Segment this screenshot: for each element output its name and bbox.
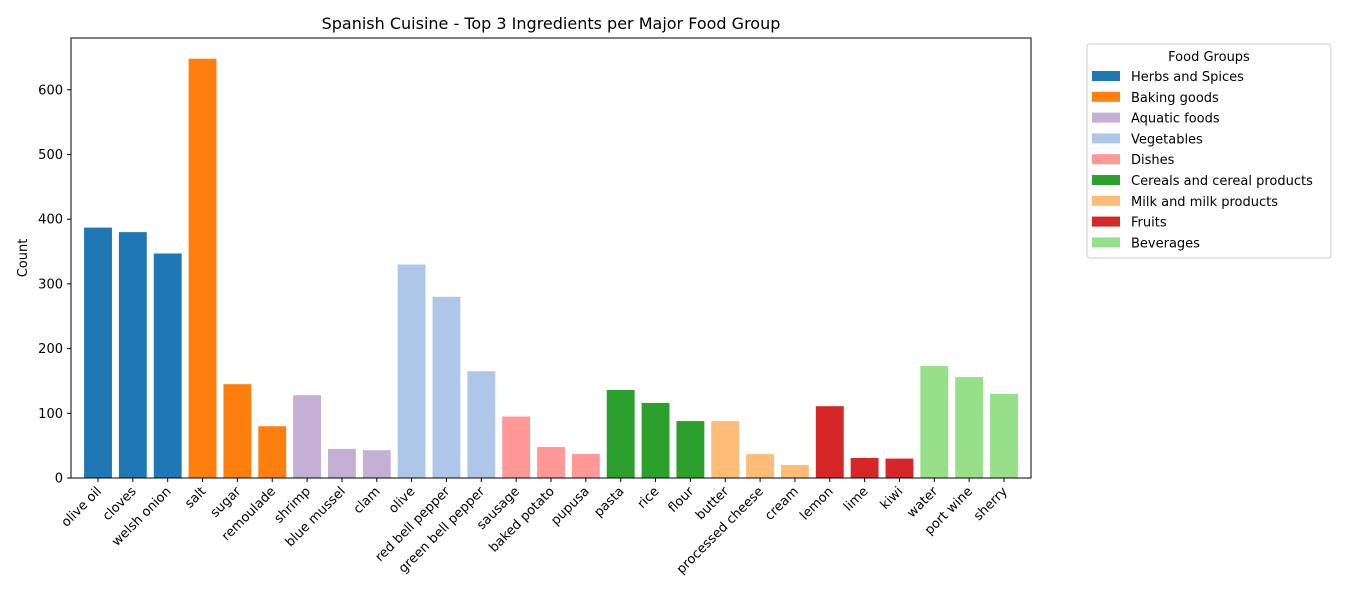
bar [258,426,287,478]
bar [606,390,635,478]
y-tick-label: 300 [38,277,63,292]
bar [153,253,182,478]
y-tick-label: 500 [38,148,63,163]
legend-entry-label: Milk and milk products [1131,195,1278,210]
bar [188,58,217,479]
bar [780,465,809,478]
y-tick-label: 100 [38,407,63,422]
legend-swatch [1092,216,1120,227]
bar [571,454,600,478]
bar [641,402,670,478]
x-tick-label: olive [386,484,418,516]
x-tick-label: lime [841,484,871,514]
legend-swatch [1092,133,1120,144]
legend-entry-label: Aquatic foods [1131,112,1220,127]
legend: Food Groups Herbs and Spices Baking goods… [1086,43,1332,259]
x-tick-label: pupusa [548,484,592,528]
bar [84,227,112,478]
legend-swatch [1092,175,1120,185]
x-tick-label: kiwi [878,484,907,513]
bar [676,421,705,478]
y-axis-label: Count [16,239,31,278]
x-tick-label: sherry [971,484,1011,524]
x-tick-label: flour [666,484,698,516]
legend-entry-label: Herbs and Spices [1131,70,1244,85]
y-tick-label: 600 [38,83,63,98]
bar [920,366,949,478]
chart-title: Spanish Cuisine - Top 3 Ingredients per … [322,14,781,33]
x-tick-label: pasta [591,484,627,520]
x-tick-label: cream [762,484,801,523]
x-tick-label: olive oil [59,484,105,530]
bar [537,446,565,478]
y-tick-label: 400 [38,213,63,228]
bar [223,384,252,478]
bar [362,450,391,478]
legend-swatch [1092,154,1120,165]
bar [327,448,356,478]
bar [711,421,740,478]
bar [850,457,879,478]
bar [293,395,322,478]
bar [502,416,531,478]
legend-swatch [1092,237,1120,248]
legend-entry-label: Beverages [1131,236,1200,251]
bar [815,406,844,478]
bar [467,371,496,478]
legend-swatch [1092,112,1120,123]
legend-entry-label: Cereals and cereal products [1131,174,1313,189]
y-tick-label: 200 [38,342,63,357]
legend-entry-label: Dishes [1131,153,1175,168]
legend-entry-label: Fruits [1131,216,1167,231]
x-tick-label: lemon [797,484,836,523]
legend-swatch [1092,91,1120,102]
legend-entry-label: Vegetables [1131,132,1203,147]
bar [885,458,914,478]
x-tick-label: salt [182,484,209,511]
bar [118,232,147,478]
bar [397,264,426,478]
bar [955,377,984,478]
legend-swatch [1092,71,1120,81]
legend-swatch [1092,195,1120,206]
y-tick-label: 0 [55,472,63,487]
legend-entry-label: Baking goods [1131,91,1219,106]
x-tick-label: rice [635,484,663,512]
bar [746,454,775,478]
bar [432,296,461,478]
bar [990,393,1018,478]
legend-box [1086,43,1332,259]
legend-title: Food Groups [1168,50,1250,65]
x-tick-label: clam [351,484,384,517]
